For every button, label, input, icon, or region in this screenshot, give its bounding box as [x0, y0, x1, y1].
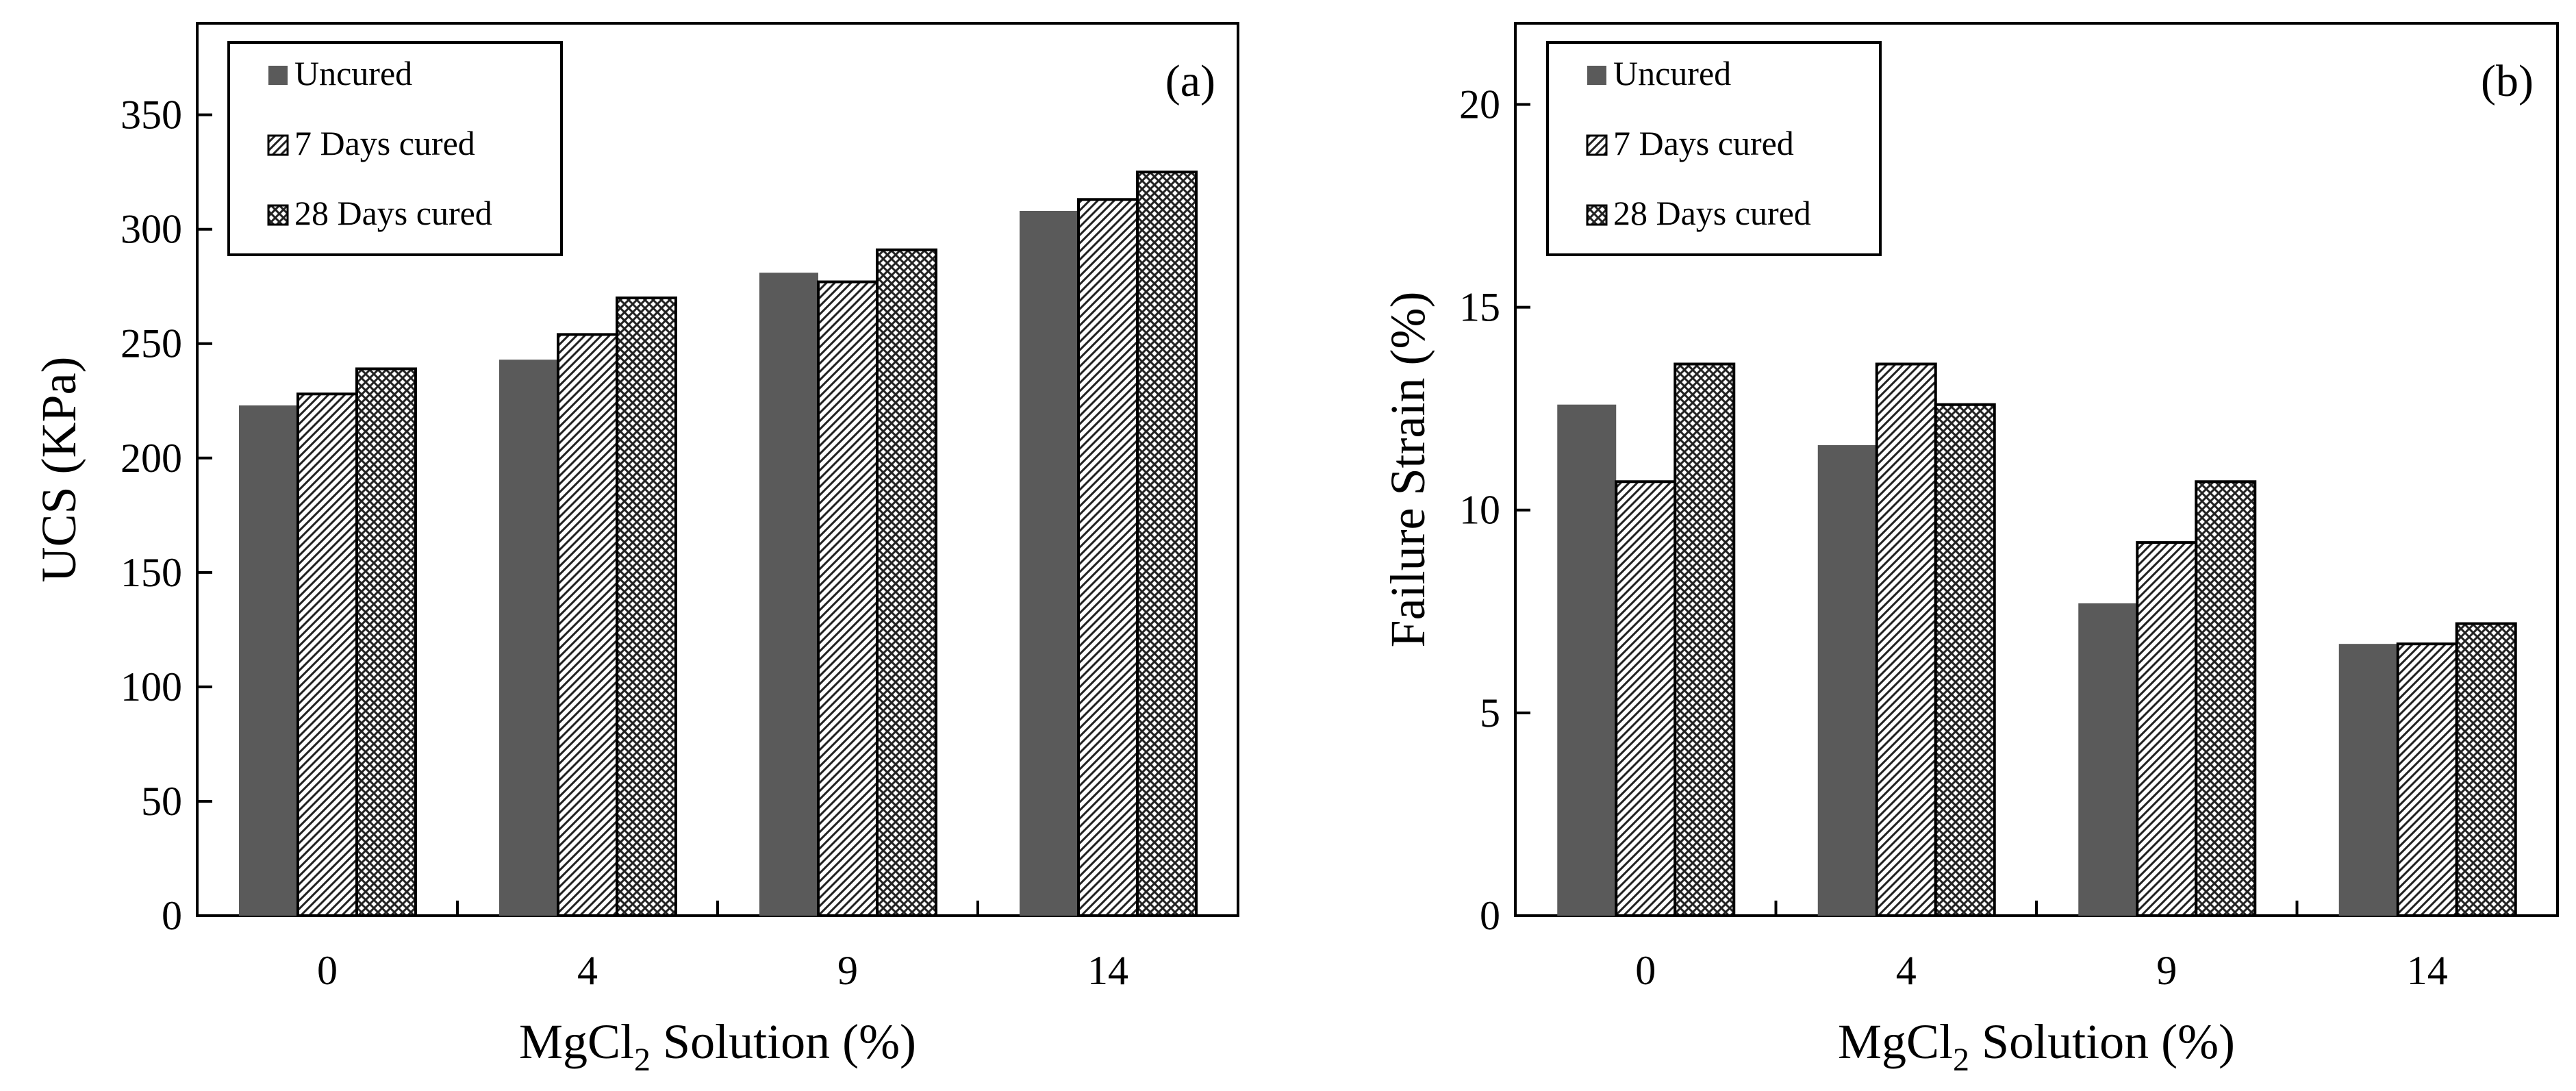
bar-crosshatch-14 [1136, 171, 1198, 918]
bar-solid-4 [1817, 444, 1877, 916]
bar-diagonal-9 [817, 280, 879, 917]
legend-swatch-diagonal [1586, 134, 1608, 156]
bar-solid-9 [2078, 603, 2138, 916]
x-tick-label: 9 [2156, 948, 2177, 993]
legend-swatch-crosshatch [267, 204, 289, 226]
legend-label: Uncured [294, 54, 412, 92]
y-tick-label: 15 [1459, 285, 1500, 330]
legend-label: 7 Days cured [1613, 124, 1794, 162]
x-axis-title-rest: Solution (%) [1969, 1014, 2235, 1069]
x-tick-label: 9 [837, 948, 858, 993]
bar-crosshatch-4 [1934, 403, 1996, 917]
bar-diagonal-4 [557, 333, 618, 917]
bar-solid-9 [759, 273, 818, 916]
bar-crosshatch-0 [1674, 362, 1736, 917]
y-tick-label: 300 [121, 207, 182, 252]
y-tick-label: 10 [1459, 488, 1500, 533]
y-tick-label: 20 [1459, 81, 1500, 127]
bar-diagonal-4 [1875, 362, 1937, 917]
x-tick-label: 4 [1896, 948, 1917, 993]
x-axis-title: MgCl2 Solution (%) [519, 1014, 916, 1078]
x-axis-title-main: MgCl [519, 1014, 634, 1069]
panel-label: (a) [1165, 56, 1215, 106]
y-axis-title: Failure Strain (%) [1380, 292, 1435, 648]
y-tick-label: 150 [121, 550, 182, 595]
y-tick-label: 350 [121, 92, 182, 138]
x-axis-title-sub: 2 [1953, 1042, 1969, 1078]
y-tick-label: 0 [1480, 893, 1500, 938]
x-tick-label: 0 [1635, 948, 1656, 993]
bar-solid-4 [499, 360, 558, 916]
legend-label: 28 Days cured [1613, 194, 1811, 232]
y-tick-label: 5 [1480, 690, 1500, 736]
legend-label: 28 Days cured [294, 194, 492, 232]
y-axis-title: UCS (KPa) [31, 356, 86, 582]
bar-diagonal-9 [2136, 541, 2198, 917]
bar-crosshatch-0 [355, 367, 417, 917]
x-axis-title: MgCl2 Solution (%) [1838, 1014, 2235, 1078]
bar-diagonal-0 [1615, 480, 1677, 917]
x-axis-title-sub: 2 [634, 1042, 651, 1078]
y-tick-label: 250 [121, 321, 182, 366]
bar-crosshatch-9 [876, 248, 937, 917]
chart-b: 0 5 10 15 20 0 4 9 14 MgCl2 Solution (%) Failure S… [1380, 22, 2559, 1078]
bar-solid-14 [2338, 644, 2398, 916]
x-axis-title-rest: Solution (%) [651, 1014, 916, 1069]
bar-diagonal-14 [2396, 642, 2458, 917]
bar-solid-14 [1020, 210, 1078, 916]
x-tick-label: 14 [1087, 948, 1128, 993]
legend-swatch-solid [268, 66, 288, 85]
bar-crosshatch-4 [616, 296, 677, 917]
x-axis-title-main: MgCl [1838, 1014, 1953, 1069]
bar-diagonal-0 [296, 392, 358, 917]
bar-diagonal-14 [1077, 198, 1139, 917]
x-tick-label: 0 [317, 948, 338, 993]
y-tick-label: 200 [121, 436, 182, 481]
y-tick-label: 100 [121, 664, 182, 710]
legend-swatch-crosshatch [1586, 204, 1608, 226]
legend-label: Uncured [1613, 54, 1731, 92]
bar-solid-0 [239, 405, 298, 916]
legend-swatch-diagonal [267, 134, 289, 156]
bar-crosshatch-9 [2195, 480, 2257, 917]
bar-crosshatch-14 [2455, 622, 2517, 918]
legend-label: 7 Days cured [294, 124, 475, 162]
y-tick-label: 50 [141, 779, 182, 824]
chart-a: 0 50 100 150 200 250 300 350 0 4 9 14 MgCl2 Solution… [31, 22, 1239, 1078]
legend-swatch-solid [1587, 66, 1606, 85]
x-tick-label: 14 [2407, 948, 2448, 993]
bar-solid-0 [1557, 404, 1617, 916]
panel-label: (b) [2481, 56, 2534, 106]
x-tick-label: 4 [577, 948, 598, 993]
y-tick-label: 0 [162, 893, 182, 938]
